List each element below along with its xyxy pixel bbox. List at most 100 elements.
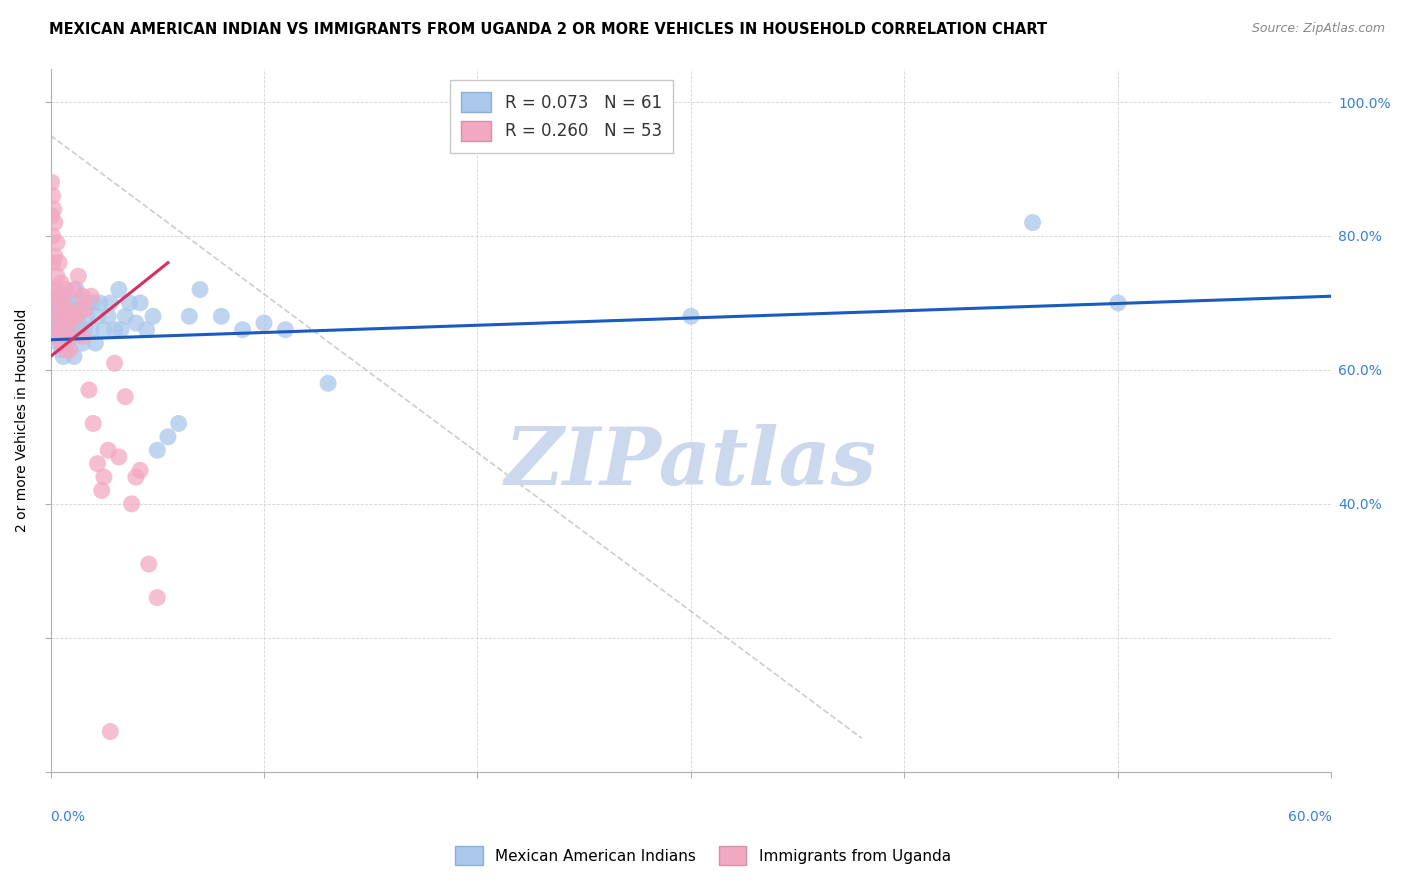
Point: [108, 283, 131, 297]
Point: [63, 323, 86, 337]
Point: [103, 356, 125, 370]
Point: [45, 269, 67, 284]
Point: [125, 470, 148, 484]
Text: 0.0%: 0.0%: [51, 810, 86, 824]
Point: [41, 175, 63, 189]
Text: MEXICAN AMERICAN INDIAN VS IMMIGRANTS FROM UGANDA 2 OR MORE VEHICLES IN HOUSEHOL: MEXICAN AMERICAN INDIAN VS IMMIGRANTS FR…: [49, 22, 1047, 37]
Point: [93, 323, 115, 337]
Point: [44, 249, 66, 263]
Point: [129, 296, 152, 310]
Point: [93, 470, 115, 484]
Point: [125, 316, 148, 330]
Point: [48, 302, 70, 317]
Point: [51, 316, 73, 330]
Point: [77, 383, 100, 397]
Point: [679, 310, 702, 324]
Point: [55, 283, 77, 297]
Point: [48, 323, 70, 337]
Point: [55, 296, 77, 310]
Point: [253, 316, 276, 330]
Point: [60, 329, 83, 343]
Point: [51, 310, 73, 324]
Point: [77, 296, 100, 310]
Point: [60, 310, 83, 324]
Point: [44, 283, 66, 297]
Point: [72, 336, 94, 351]
Point: [45, 235, 67, 250]
Point: [114, 390, 136, 404]
Point: [45, 323, 67, 337]
Point: [179, 310, 201, 324]
Point: [135, 323, 157, 337]
Point: [209, 310, 232, 324]
Point: [48, 336, 70, 351]
Point: [80, 289, 103, 303]
Point: [41, 310, 63, 324]
Point: [44, 329, 66, 343]
Point: [82, 417, 104, 431]
Point: [51, 343, 73, 357]
Point: [65, 283, 87, 297]
Point: [48, 289, 70, 303]
Point: [51, 289, 73, 303]
Point: [48, 256, 70, 270]
Point: [1107, 296, 1129, 310]
Legend: R = 0.073   N = 61, R = 0.260   N = 53: R = 0.073 N = 61, R = 0.260 N = 53: [450, 80, 673, 153]
Point: [316, 376, 339, 391]
Point: [86, 457, 108, 471]
Point: [52, 296, 75, 310]
Point: [114, 310, 136, 324]
Point: [59, 296, 82, 310]
Point: [1021, 215, 1043, 229]
Point: [63, 350, 86, 364]
Point: [45, 296, 67, 310]
Point: [232, 323, 254, 337]
Point: [65, 310, 87, 324]
Point: [67, 269, 90, 284]
Point: [98, 296, 121, 310]
Point: [45, 296, 67, 310]
Point: [82, 296, 104, 310]
Point: [76, 310, 98, 324]
Point: [97, 310, 120, 324]
Point: [97, 443, 120, 458]
Point: [41, 256, 63, 270]
Point: [72, 289, 94, 303]
Point: [98, 724, 121, 739]
Point: [41, 188, 63, 202]
Point: [44, 310, 66, 324]
Point: [72, 296, 94, 310]
Point: [67, 310, 90, 324]
Point: [72, 329, 94, 343]
Y-axis label: 2 or more Vehicles in Household: 2 or more Vehicles in Household: [15, 309, 30, 532]
Point: [167, 417, 190, 431]
Point: [60, 310, 83, 324]
Point: [138, 557, 160, 571]
Point: [56, 336, 79, 351]
Point: [86, 310, 108, 324]
Point: [59, 343, 82, 357]
Point: [156, 430, 179, 444]
Point: [65, 296, 87, 310]
Point: [52, 350, 75, 364]
Point: [110, 323, 132, 337]
Point: [44, 283, 66, 297]
Point: [89, 296, 111, 310]
Point: [146, 443, 169, 458]
Point: [146, 591, 169, 605]
Point: [51, 336, 73, 351]
Point: [108, 450, 131, 464]
Text: 60.0%: 60.0%: [1288, 810, 1331, 824]
Point: [73, 302, 96, 317]
Text: ZIPatlas: ZIPatlas: [505, 424, 877, 501]
Point: [52, 310, 75, 324]
Point: [56, 310, 79, 324]
Point: [274, 323, 297, 337]
Point: [55, 310, 77, 324]
Point: [44, 215, 66, 229]
Point: [69, 323, 91, 337]
Point: [56, 302, 79, 317]
Point: [56, 329, 79, 343]
Point: [69, 302, 91, 317]
Point: [80, 323, 103, 337]
